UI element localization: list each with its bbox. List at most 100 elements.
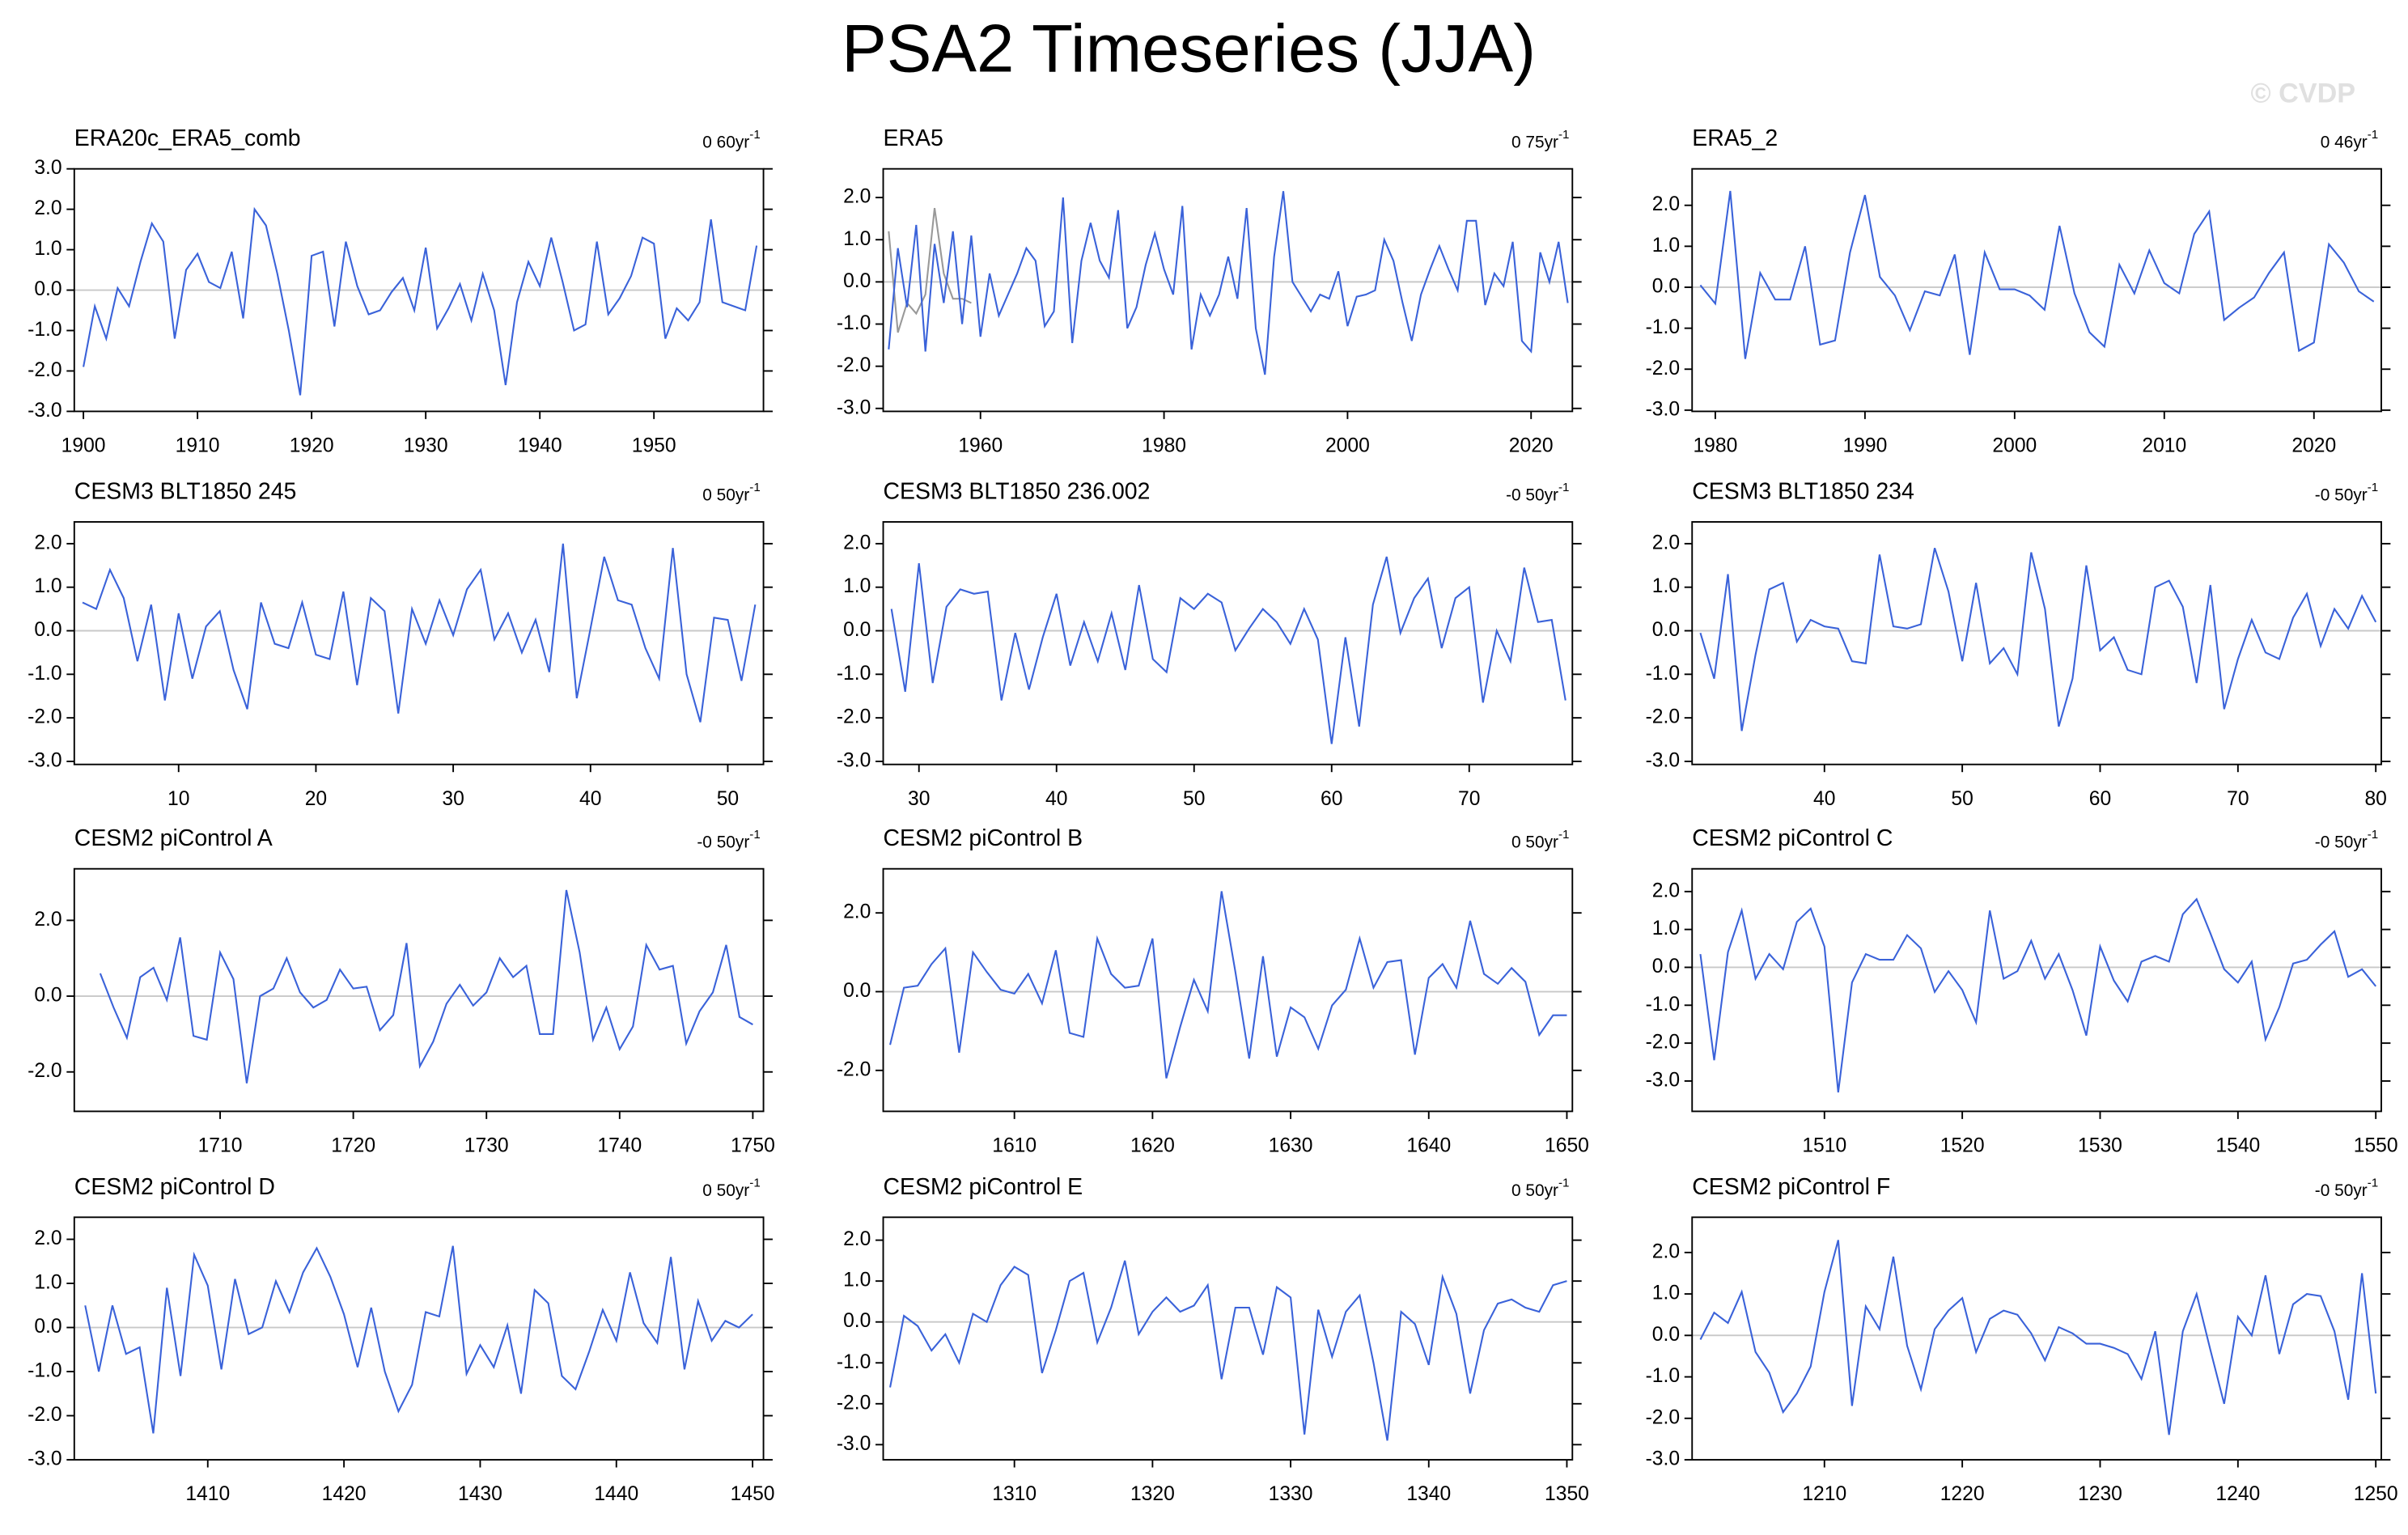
y-tick-label: -2.0 (1646, 358, 1681, 380)
x-tick-label: 1930 (404, 435, 448, 457)
y-tick-label: -3.0 (28, 400, 62, 422)
x-tick-label: 1310 (992, 1483, 1037, 1505)
y-tick-label: 1.0 (1652, 918, 1680, 939)
y-tick-label: -3.0 (837, 749, 871, 771)
y-tick-label: 2.0 (1652, 880, 1680, 901)
x-tick-label: 1910 (176, 435, 220, 457)
x-tick-label: 80 (2364, 788, 2386, 810)
x-tick-label: 50 (1951, 788, 1973, 810)
x-tick-label: 60 (2089, 788, 2111, 810)
data-line (888, 191, 1569, 375)
y-tick-label: 2.0 (843, 1228, 871, 1250)
x-tick-label: 1420 (322, 1483, 367, 1505)
trend-text: -0 50yr (2315, 833, 2368, 851)
x-tick-label: 1950 (632, 435, 676, 457)
y-tick-label: -1.0 (28, 663, 62, 685)
trend-text: -0 50yr (2315, 486, 2368, 504)
x-tick-label: 1410 (185, 1483, 230, 1505)
x-tick-label: 1900 (61, 435, 106, 457)
y-tick-label: 1.0 (843, 575, 871, 597)
trend-label: 0 60yr-1 (702, 128, 760, 151)
trend-label: 0 46yr-1 (2321, 128, 2378, 151)
trend-text: -0 50yr (1506, 486, 1558, 504)
panel-title: CESM2 piControl F (1692, 1174, 1890, 1200)
x-tick-label: 50 (1183, 788, 1205, 810)
y-tick-label: -3.0 (1646, 1448, 1681, 1470)
x-tick-label: 1250 (2354, 1483, 2398, 1505)
trend-superscript: -1 (2368, 128, 2378, 142)
trend-superscript: -1 (1558, 1177, 1569, 1190)
y-tick-label: 1.0 (34, 1272, 61, 1294)
trend-text: 0 50yr (1511, 833, 1558, 851)
x-tick-label: 20 (305, 788, 327, 810)
trend-superscript: -1 (749, 128, 760, 142)
y-tick-label: -3.0 (1646, 398, 1681, 420)
y-tick-label: -2.0 (837, 1058, 871, 1080)
data-line (1699, 1240, 2377, 1435)
x-tick-label: 1610 (992, 1135, 1037, 1157)
plot-frame (73, 167, 765, 413)
y-tick-label: -2.0 (1646, 1032, 1681, 1054)
panel-title: CESM2 piControl B (884, 825, 1083, 851)
trend-superscript: -1 (2368, 1177, 2378, 1190)
trend-text: -0 50yr (697, 833, 749, 851)
y-tick-label: 0.0 (843, 270, 871, 292)
y-tick-label: 2.0 (1652, 532, 1680, 553)
y-tick-label: -3.0 (1646, 1069, 1681, 1091)
x-tick-label: 1980 (1142, 435, 1186, 457)
y-tick-label: -1.0 (1646, 994, 1681, 1016)
x-tick-label: 1320 (1130, 1483, 1175, 1505)
y-tick-label: -2.0 (837, 706, 871, 728)
x-tick-label: 30 (908, 788, 930, 810)
x-tick-label: 1230 (2078, 1483, 2122, 1505)
y-tick-label: 2.0 (843, 532, 871, 553)
y-tick-label: -2.0 (28, 359, 62, 381)
y-tick-label: -1.0 (1646, 316, 1681, 338)
x-tick-label: 1990 (1842, 435, 1887, 457)
x-tick-label: 1520 (1940, 1135, 1985, 1157)
y-tick-label: 2.0 (34, 909, 61, 931)
y-tick-label: 2.0 (34, 532, 61, 553)
data-line (888, 207, 972, 333)
y-tick-label: 0.0 (34, 985, 61, 1007)
data-line (1699, 190, 2375, 359)
x-tick-label: 1220 (1940, 1483, 1985, 1505)
x-tick-label: 1450 (731, 1483, 775, 1505)
trend-text: 0 50yr (702, 1181, 749, 1200)
y-tick-label: 1.0 (1652, 575, 1680, 597)
x-tick-label: 1530 (2078, 1135, 2122, 1157)
y-tick-label: -2.0 (28, 706, 62, 728)
plot-frame (73, 521, 765, 765)
trend-text: -0 50yr (2315, 1181, 2368, 1200)
trend-label: -0 50yr-1 (2315, 1177, 2378, 1200)
x-tick-label: 40 (1045, 788, 1067, 810)
y-tick-label: -3.0 (28, 749, 62, 771)
trend-superscript: -1 (1558, 128, 1569, 142)
y-tick-label: -1.0 (837, 1351, 871, 1373)
trend-superscript: -1 (1558, 828, 1569, 842)
y-tick-label: 1.0 (34, 575, 61, 597)
x-tick-label: 40 (1813, 788, 1835, 810)
trend-label: 0 50yr-1 (1511, 828, 1569, 851)
x-tick-label: 1980 (1693, 435, 1737, 457)
y-tick-label: -2.0 (28, 1060, 62, 1082)
y-tick-label: -2.0 (28, 1404, 62, 1426)
x-tick-label: 1550 (2354, 1135, 2398, 1157)
y-tick-label: 2.0 (843, 186, 871, 208)
y-tick-label: 0.0 (34, 1316, 61, 1338)
panel-title: CESM2 piControl E (884, 1174, 1083, 1200)
y-tick-label: -1.0 (837, 312, 871, 334)
trend-label: -0 50yr-1 (697, 828, 760, 851)
plot-frame (882, 167, 1574, 413)
y-tick-label: 2.0 (34, 197, 61, 219)
x-tick-label: 1640 (1406, 1135, 1451, 1157)
x-tick-label: 1740 (597, 1135, 642, 1157)
x-tick-label: 1350 (1545, 1483, 1589, 1505)
watermark: © CVDP (2251, 78, 2355, 109)
y-tick-label: 1.0 (1652, 1283, 1680, 1304)
data-line (1699, 897, 2377, 1093)
trend-label: 0 50yr-1 (1511, 1177, 1569, 1200)
y-tick-label: 2.0 (843, 901, 871, 923)
panel-title: CESM2 piControl C (1692, 825, 1893, 851)
